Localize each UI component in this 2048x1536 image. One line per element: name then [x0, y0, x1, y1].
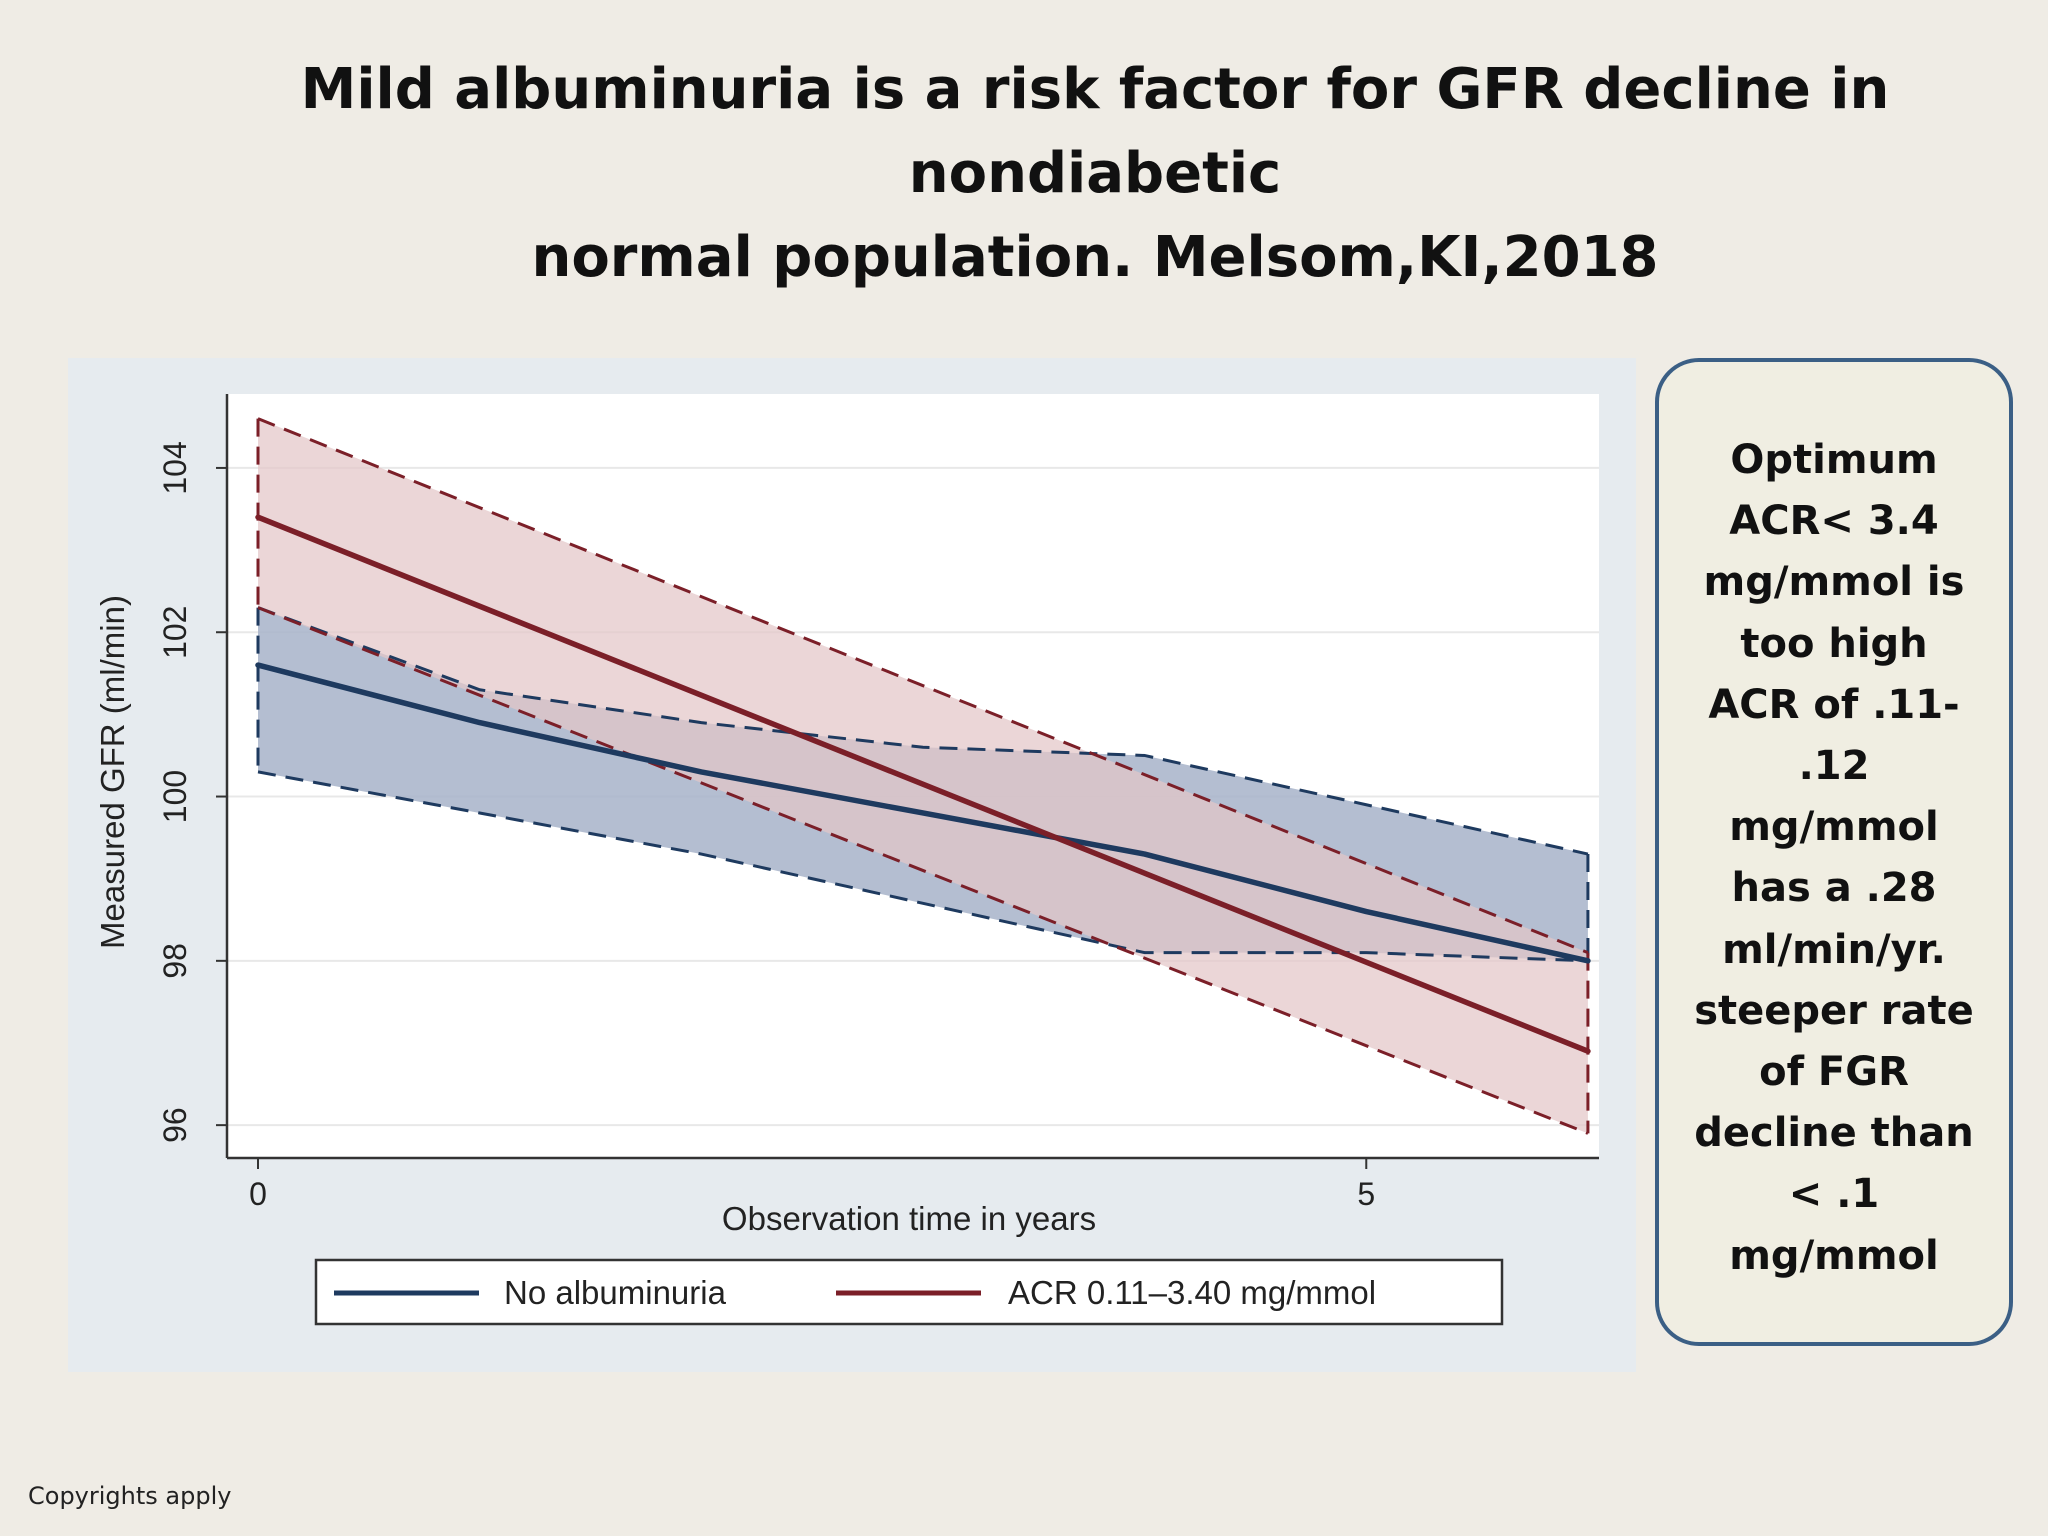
- x-tick-label: 0: [249, 1176, 267, 1212]
- ci-upper-no-albuminuria: [257, 606, 1589, 856]
- ci-band-acr: [258, 418, 1588, 1134]
- note-callout: Optimum ACR< 3.4 mg/mmol is too high ACR of …: [1655, 358, 2013, 1346]
- legend-label-acr: ACR 0.11–3.40 mg/mmol: [1008, 1274, 1376, 1311]
- note-line: has a .28: [1731, 865, 1937, 912]
- note-line: mg/mmol: [1729, 1232, 1939, 1279]
- note-line: ACR of .11-: [1708, 681, 1960, 728]
- series-line-no-albuminuria: [255, 662, 1591, 964]
- copyright-notice: Copyrights apply: [28, 1482, 232, 1510]
- ci-lower-no-albuminuria: [257, 770, 1588, 963]
- note-line: too high: [1740, 620, 1928, 667]
- note-line: Optimum: [1730, 437, 1938, 483]
- y-tick-label: 104: [157, 441, 193, 494]
- y-tick-label: 102: [157, 606, 193, 659]
- note-text: Optimum ACR< 3.4 mg/mmol is too high ACR of …: [1659, 430, 2009, 1287]
- note-line: mg/mmol: [1729, 804, 1939, 851]
- y-tick-label: 98: [157, 943, 193, 979]
- legend-label-no-albuminuria: No albuminuria: [504, 1274, 727, 1311]
- x-tick-label: 5: [1357, 1176, 1375, 1212]
- title-line-1: Mild albuminuria is a risk factor for GF…: [300, 57, 1890, 206]
- gfr-line-chart: 96 98 100 102 104 0 5 Observation time in year…: [94, 394, 1599, 1326]
- slide-title: Mild albuminuria is a risk factor for GF…: [130, 48, 2048, 300]
- ci-lower-acr: [257, 606, 1589, 1135]
- note-line: steeper rate: [1694, 987, 1974, 1034]
- note-line: decline than: [1694, 1110, 1974, 1157]
- ci-upper-acr: [257, 417, 1589, 955]
- note-line: .12: [1798, 743, 1870, 790]
- y-tick-label: 96: [157, 1107, 193, 1143]
- title-line-2: normal population. Melsom,KI,2018: [531, 225, 1659, 290]
- y-tick-label: 100: [157, 770, 193, 823]
- note-line: mg/mmol is: [1703, 559, 1965, 606]
- note-line: ACR< 3.4: [1729, 498, 1939, 545]
- note-line: of FGR: [1759, 1049, 1909, 1096]
- legend: No albuminuria ACR 0.11–3.40 mg/mmol: [314, 1258, 1504, 1326]
- series-line-acr: [255, 514, 1591, 1054]
- x-axis-label: Observation time in years: [722, 1200, 1096, 1237]
- note-line: ml/min/yr.: [1722, 926, 1946, 973]
- chart-panel: 96 98 100 102 104 0 5 Observation time in year…: [68, 358, 1636, 1372]
- note-line: < .1: [1788, 1171, 1880, 1218]
- y-axis-label: Measured GFR (ml/min): [94, 595, 131, 949]
